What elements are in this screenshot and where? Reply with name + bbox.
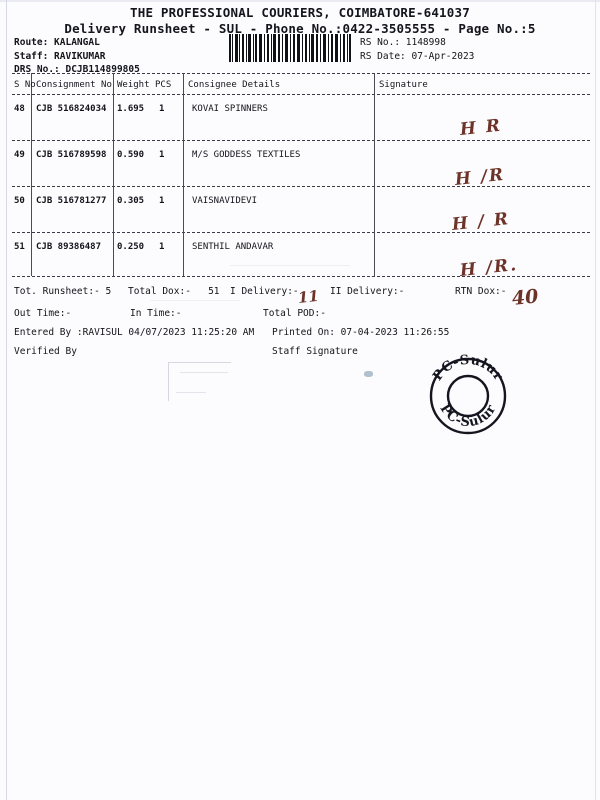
column-header-pcs: PCS <box>155 80 172 90</box>
table-row: 0.250 <box>117 242 145 252</box>
table-row: 0.590 <box>117 150 145 160</box>
i-delivery: I Delivery:- <box>230 286 299 297</box>
signature-row-48: H R <box>458 115 503 140</box>
table-row: 1 <box>159 104 165 114</box>
table-row: CJB 516781277 <box>36 196 107 206</box>
i-delivery-value-handwritten: 11 <box>297 286 320 307</box>
rule-row-49-bottom <box>12 186 590 187</box>
printed-on: Printed On: 07-04-2023 11:26:55 <box>272 327 450 338</box>
header-meta-left: Route: KALANGAL Staff: RAVIKUMAR DRS No.… <box>14 36 140 77</box>
scan-artifact <box>168 362 231 401</box>
table-row: 48 <box>14 104 25 114</box>
table-row: 1 <box>159 196 165 206</box>
table-row: CJB 516789598 <box>36 150 107 160</box>
table-row: VAISNAVIDEVI <box>192 196 258 206</box>
tot-runsheet: Tot. Runsheet:- 5 <box>14 286 112 297</box>
rule-row-50-bottom <box>12 232 590 233</box>
table-row: 49 <box>14 150 25 160</box>
rtn-dox: RTN Dox:- <box>455 286 507 297</box>
staff-label: Staff: RAVIKUMAR <box>14 50 106 62</box>
col-divider-pcs <box>183 73 184 276</box>
column-header-consignment: Consignment No <box>36 80 112 90</box>
pc-sulur-stamp-icon: PC-Sulur PC-Sulur <box>424 352 512 440</box>
rule-table-top <box>12 73 590 74</box>
column-header-consignee: Consignee Details <box>188 80 281 90</box>
total-pod: Total POD:- <box>263 308 326 319</box>
table-row: CJB 89386487 <box>36 242 102 252</box>
scan-artifact <box>364 371 373 377</box>
scan-artifact <box>176 392 206 393</box>
ii-delivery: II Delivery:- <box>330 286 405 297</box>
stamp-top-text: PC-Sulur <box>430 353 505 384</box>
table-row: KOVAI SPINNERS <box>192 104 268 114</box>
table-row: 1.695 <box>117 104 145 114</box>
drs-no-label: DRS No.: DCJB114899805 <box>14 64 140 75</box>
verified-by: Verified By <box>14 346 77 357</box>
col-divider-sno <box>31 73 32 276</box>
table-row: 51 <box>14 242 25 252</box>
entered-by: Entered By :RAVISUL 04/07/2023 11:25:20 … <box>14 327 255 338</box>
table-row: 0.305 <box>117 196 145 206</box>
document-subtitle: Delivery Runsheet - SUL - Phone No.:0422… <box>64 21 536 36</box>
scan-edge-left <box>6 0 7 800</box>
rs-no: RS No.: 1148998 <box>360 37 446 48</box>
rule-row-51-bottom <box>12 276 590 277</box>
table-row: 1 <box>159 150 165 160</box>
signature-row-51: H /R. <box>458 254 519 281</box>
header-meta-right: RS No.: 1148998 RS Date: 07-Apr-2023 <box>360 36 474 63</box>
route-label: Route: KALANGAL <box>14 37 100 48</box>
company-title: THE PROFESSIONAL COURIERS, COIMBATORE-64… <box>130 5 470 20</box>
col-divider-consignment <box>113 73 114 276</box>
svg-text:PC-Sulur: PC-Sulur <box>430 353 506 384</box>
scan-artifact <box>150 300 240 301</box>
table-row: M/S GODDESS TEXTILES <box>192 150 301 160</box>
column-header-weight: Weight <box>117 80 150 90</box>
out-time: Out Time:- <box>14 308 72 319</box>
scan-edge-top <box>0 0 600 2</box>
total-dox: Total Dox:- 51 <box>128 286 220 297</box>
column-header-signature: Signature <box>379 80 428 90</box>
scan-artifact <box>230 265 350 266</box>
rule-row-48-bottom <box>12 140 590 141</box>
rs-date: RS Date: 07-Apr-2023 <box>360 50 475 62</box>
in-time: In Time:- <box>130 308 182 319</box>
table-row: CJB 516824034 <box>36 104 107 114</box>
rtn-dox-value-handwritten: 40 <box>510 285 540 310</box>
staff-signature: Staff Signature <box>272 346 358 357</box>
table-row: 1 <box>159 242 165 252</box>
rule-header-bottom <box>12 94 590 95</box>
table-row: 50 <box>14 196 25 206</box>
barcode-icon <box>228 34 352 62</box>
col-divider-signature <box>374 73 375 276</box>
table-row: SENTHIL ANDAVAR <box>192 242 274 252</box>
scan-edge-right <box>595 0 596 800</box>
column-header-s-no: S No <box>14 80 36 90</box>
scan-artifact <box>180 372 228 373</box>
